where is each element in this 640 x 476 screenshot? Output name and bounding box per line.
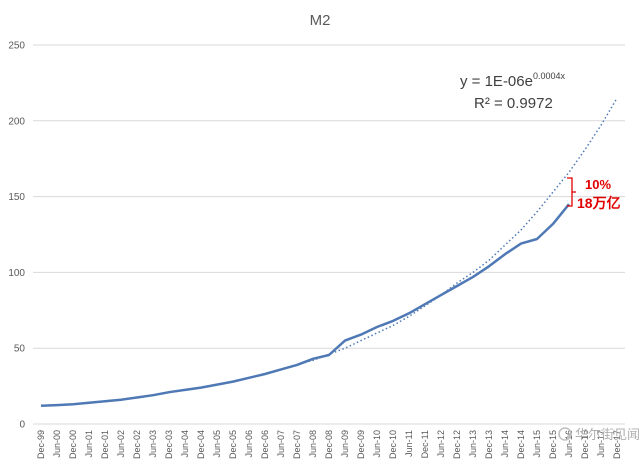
x-tick-label: Dec-06 bbox=[260, 430, 270, 459]
x-tick-label: Dec-01 bbox=[100, 430, 110, 459]
series-layer bbox=[40, 97, 618, 408]
x-tick-label: Dec-13 bbox=[484, 430, 494, 459]
x-tick-label: Dec-12 bbox=[452, 430, 462, 459]
x-tick-label: Jun-16 bbox=[564, 430, 574, 458]
x-tick-label: Jun-17 bbox=[596, 430, 606, 458]
x-tick-label: Jun-14 bbox=[500, 430, 510, 458]
x-tick-label: Dec-07 bbox=[292, 430, 302, 459]
gap-amount-label: 18万亿 bbox=[577, 195, 621, 211]
y-axis-ticks: 0 50 100 150 200 250 bbox=[8, 41, 25, 431]
y-tick-label: 200 bbox=[8, 116, 25, 127]
watermark-logo-dot bbox=[567, 435, 571, 439]
y-tick-label: 0 bbox=[19, 420, 25, 431]
r-squared: R² = 0.9972 bbox=[474, 95, 553, 112]
x-tick-label: Dec-09 bbox=[356, 430, 366, 459]
grid-lines bbox=[33, 44, 625, 425]
m2-series-line bbox=[40, 203, 570, 408]
x-tick-label: Jun-09 bbox=[340, 430, 350, 458]
y-tick-label: 100 bbox=[8, 268, 25, 279]
x-tick-label: Jun-04 bbox=[180, 430, 190, 458]
trend-equation: y = 1E-06e0.0004x bbox=[460, 71, 565, 90]
x-tick-label: Dec-17 bbox=[612, 430, 622, 459]
x-tick-label: Jun-08 bbox=[308, 430, 318, 458]
x-tick-label: Dec-11 bbox=[420, 430, 430, 458]
x-tick-label: Dec-02 bbox=[132, 430, 142, 459]
watermark-text: 华尔街见闻 bbox=[575, 427, 640, 442]
x-tick-label: Dec-04 bbox=[196, 430, 206, 459]
x-tick-label: Dec-05 bbox=[228, 430, 238, 459]
x-tick-label: Dec-08 bbox=[324, 430, 334, 459]
x-tick-label: Jun-03 bbox=[148, 430, 158, 458]
x-tick-label: Jun-01 bbox=[84, 430, 94, 458]
chart-title: M2 bbox=[310, 12, 331, 29]
x-tick-label: Dec-15 bbox=[548, 430, 558, 459]
x-tick-label: Jun-12 bbox=[436, 430, 446, 458]
y-tick-label: 150 bbox=[8, 192, 25, 203]
x-axis-ticks: Dec-99 Jun-00 Dec-00 Jun-01 Dec-01 Jun-02 Dec-… bbox=[36, 430, 622, 459]
x-tick-label: Jun-00 bbox=[52, 430, 62, 458]
y-tick-label: 250 bbox=[8, 41, 25, 52]
y-tick-label: 50 bbox=[14, 344, 26, 355]
trendline-series bbox=[296, 97, 618, 366]
x-tick-label: Jun-07 bbox=[276, 430, 286, 458]
x-tick-label: Jun-13 bbox=[468, 430, 478, 458]
watermark: 华尔街见闻 bbox=[558, 427, 640, 442]
gap-bracket bbox=[567, 177, 573, 207]
gap-percent-label: 10% bbox=[585, 177, 611, 192]
x-tick-label: Dec-99 bbox=[36, 430, 46, 459]
x-tick-label: Jun-06 bbox=[244, 430, 254, 458]
x-tick-label: Jun-10 bbox=[372, 430, 382, 458]
x-tick-label: Jun-15 bbox=[532, 430, 542, 458]
x-tick-label: Dec-16 bbox=[580, 430, 590, 459]
x-tick-label: Dec-14 bbox=[516, 430, 526, 459]
trend-equation-base: y = 1E-06e bbox=[460, 73, 533, 90]
x-tick-label: Dec-03 bbox=[164, 430, 174, 459]
x-tick-label: Jun-02 bbox=[116, 430, 126, 458]
x-tick-label: Dec-00 bbox=[68, 430, 78, 459]
x-tick-label: Jun-11 bbox=[404, 430, 414, 457]
x-tick-label: Dec-10 bbox=[388, 430, 398, 459]
x-tick-label: Jun-05 bbox=[212, 430, 222, 458]
watermark-logo-icon bbox=[558, 427, 572, 441]
trend-equation-exponent: 0.0004x bbox=[533, 71, 566, 81]
